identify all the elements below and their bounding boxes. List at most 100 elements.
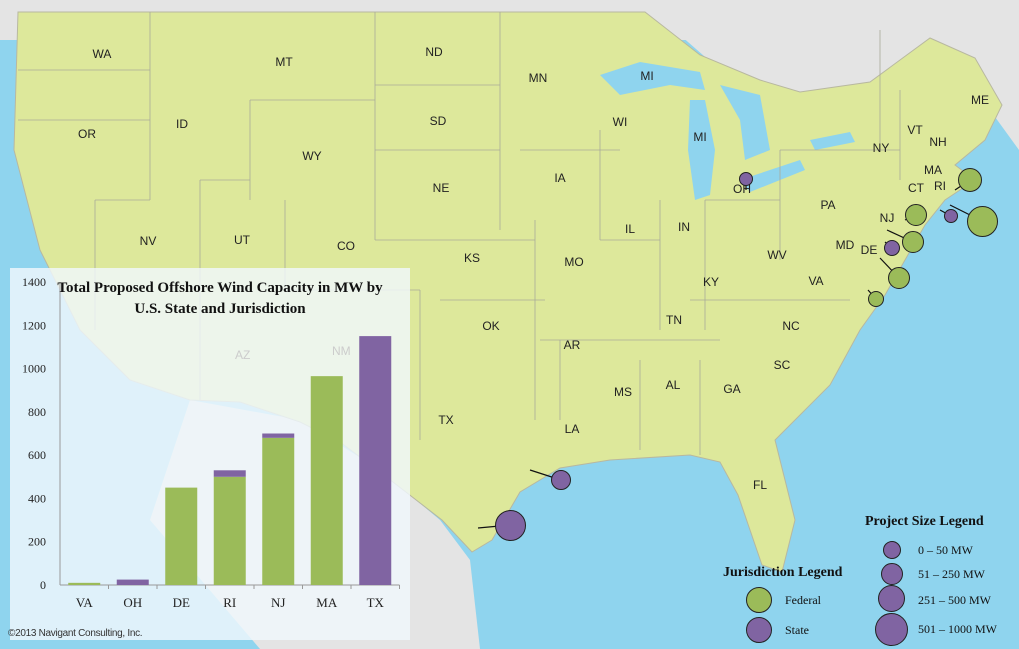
state-label: NY (872, 141, 890, 155)
x-tick-label: OH (123, 595, 142, 610)
y-tick-label: 400 (28, 491, 46, 505)
bar-va-federal (68, 582, 101, 585)
size-51-250-label: 51 – 250 MW (918, 567, 985, 581)
x-tick-label: NJ (271, 595, 285, 610)
x-tick-label: VA (76, 595, 94, 610)
y-tick-label: 800 (28, 405, 46, 419)
state-project-marker (884, 240, 900, 256)
size-51-250-icon (881, 563, 903, 585)
state-label: KS (463, 251, 481, 265)
state-label: CO (337, 239, 355, 253)
y-tick-label: 0 (40, 578, 46, 592)
state-label: MI (693, 130, 707, 144)
bar-ri-state (213, 470, 246, 477)
state-label: WY (302, 149, 322, 163)
lake-huron (720, 85, 770, 160)
state-label: RI (934, 179, 946, 193)
state-project-marker (551, 470, 571, 490)
state-label: ID (176, 117, 188, 131)
state-label: DE (860, 243, 878, 257)
size-251-500-icon (878, 585, 905, 612)
y-tick-label: 1400 (22, 275, 46, 289)
size-0-50-icon (883, 541, 901, 559)
state-label: MS (614, 385, 632, 399)
state-legend-label: State (785, 623, 809, 637)
y-tick-label: 200 (28, 535, 46, 549)
bar-nj-state (262, 433, 295, 438)
state-label: OR (78, 127, 96, 141)
state-project-marker (739, 172, 753, 186)
state-label: LA (564, 422, 580, 436)
federal-project-marker (902, 231, 924, 253)
state-label: IL (624, 222, 636, 236)
federal-project-marker (888, 267, 910, 289)
state-label: MO (564, 255, 584, 269)
chart-title: Total Proposed Offshore Wind Capacity in… (57, 280, 383, 317)
size-251-500-label: 251 – 500 MW (918, 593, 991, 607)
chart-panel: AZ NM 0 200 400 600 800 1000 1200 1400 VA OH DE RI N… (10, 268, 410, 640)
state-label: TX (438, 413, 454, 427)
state-label: AR (563, 338, 581, 352)
state-label: MN (528, 71, 548, 85)
state-project-marker (494, 509, 526, 541)
state-label: UT (234, 233, 250, 247)
state-label: ND (425, 45, 443, 59)
state-label: ME (971, 93, 989, 107)
state-label: MI (640, 69, 654, 83)
canada-east (640, 0, 1019, 150)
state-label: TN (666, 313, 682, 327)
state-label: NV (139, 234, 157, 248)
state-label: SC (773, 358, 791, 372)
state-project-marker (944, 209, 958, 223)
y-tick-label: 600 (28, 448, 46, 462)
state-label: VT (907, 123, 923, 137)
state-label: NH (929, 135, 947, 149)
state-label: FL (752, 478, 768, 492)
y-tick-label: 1200 (22, 318, 46, 332)
state-legend-icon (746, 617, 772, 643)
bar-oh-state (116, 579, 149, 585)
state-label: IA (554, 171, 566, 185)
federal-project-marker (958, 168, 982, 192)
bar-chart: 0 200 400 600 800 1000 1200 1400 VA OH DE RI NJ MA TX (22, 275, 400, 610)
state-label: KY (702, 275, 720, 289)
state-label: VA (808, 274, 824, 288)
federal-project-marker (868, 291, 884, 307)
x-tick-label: TX (367, 595, 385, 610)
state-label: WV (767, 248, 787, 262)
federal-project-marker (966, 205, 998, 237)
state-label: PA (820, 198, 836, 212)
state-label: MA (924, 163, 942, 177)
state-label: GA (723, 382, 741, 396)
state-label: MD (835, 238, 855, 252)
state-label: NC (782, 319, 800, 333)
size-legend-title: Project Size Legend (865, 514, 984, 529)
size-501-1000-label: 501 – 1000 MW (918, 622, 997, 636)
lake-ontario (810, 132, 855, 150)
size-0-50-label: 0 – 50 MW (918, 543, 973, 557)
state-label: CT (908, 181, 924, 195)
bar-tx-state (359, 336, 392, 585)
federal-legend-icon (746, 587, 772, 613)
state-label: SD (429, 114, 447, 128)
state-label: NJ (879, 211, 895, 225)
x-tick-label: MA (316, 595, 338, 610)
jurisdiction-legend-title: Jurisdiction Legend (723, 565, 843, 580)
state-label: MT (275, 55, 293, 69)
x-tick-label: RI (223, 595, 236, 610)
state-label: IN (678, 220, 690, 234)
x-tick-label: DE (173, 595, 190, 610)
lake-michigan (688, 100, 715, 200)
copyright: ©2013 Navigant Consulting, Inc. (8, 628, 143, 639)
ghost-label-nm: NM (332, 344, 351, 358)
state-label: NE (432, 181, 450, 195)
ghost-label-az: AZ (235, 348, 251, 362)
bar-nj-federal (262, 437, 295, 585)
bar-ri-federal (213, 476, 246, 585)
state-label: WA (92, 47, 112, 61)
federal-project-marker (905, 204, 927, 226)
bar-de-federal (165, 487, 198, 585)
lake-erie (740, 160, 805, 192)
size-501-1000-icon (875, 613, 908, 646)
